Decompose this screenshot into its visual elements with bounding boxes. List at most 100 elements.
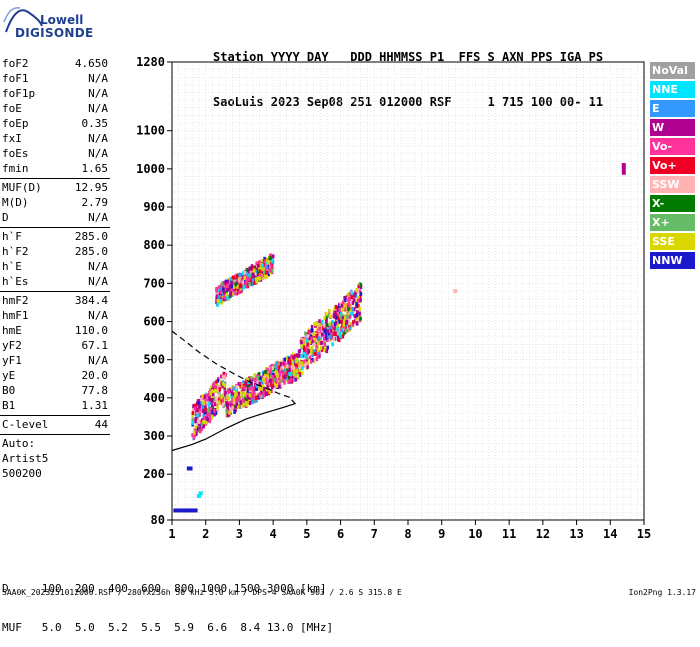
echo-point	[315, 344, 318, 349]
param-row-hme: hmE 110.0	[0, 323, 112, 338]
echo-point	[260, 259, 263, 264]
x-tick-label: 11	[502, 527, 516, 541]
echo-point	[282, 375, 285, 380]
echo-point	[223, 383, 227, 388]
legend-nne: NNE	[650, 81, 695, 98]
param-value: 12.95	[74, 181, 108, 194]
echo-point	[267, 259, 271, 264]
x-tick-label: 10	[468, 527, 482, 541]
echo-point	[298, 364, 302, 369]
echo-point	[315, 342, 318, 347]
echo-point	[357, 298, 360, 303]
echo-point	[352, 298, 356, 303]
echo-point	[341, 315, 344, 320]
echo-point	[289, 369, 293, 374]
echo-point	[339, 327, 342, 332]
echo-point	[222, 371, 226, 376]
echo-point	[214, 385, 218, 390]
echo-point	[295, 368, 299, 373]
echo-point	[191, 433, 194, 438]
isolated-echo-point	[621, 163, 626, 168]
echo-point	[207, 404, 211, 409]
echo-point	[281, 357, 285, 362]
param-label: foE	[2, 102, 22, 115]
echo-point	[245, 277, 248, 282]
echo-point	[337, 333, 340, 338]
isolated-echo-point	[190, 508, 195, 513]
echo-point	[200, 403, 203, 408]
x-tick-label: 7	[371, 527, 378, 541]
param-value: 44	[94, 418, 108, 431]
echo-point	[234, 284, 237, 289]
echo-point	[298, 371, 301, 376]
echo-point	[309, 359, 313, 364]
echo-point	[202, 414, 205, 419]
param-value: N/A	[88, 260, 108, 273]
echo-point	[235, 384, 239, 389]
echo-point	[239, 283, 243, 288]
echo-point	[246, 389, 250, 394]
echo-point	[265, 377, 268, 382]
echo-point	[275, 365, 278, 370]
echo-point	[256, 269, 260, 274]
echo-point	[341, 334, 345, 339]
echo-point	[338, 319, 341, 324]
x-tick-label: 8	[404, 527, 411, 541]
param-value: 1.31	[81, 399, 109, 412]
legend-x: X+	[650, 214, 695, 231]
echo-point	[285, 364, 289, 369]
echo-point	[234, 391, 238, 396]
echo-point	[258, 392, 262, 397]
x-tick-label: 3	[236, 527, 243, 541]
echo-point	[233, 399, 236, 404]
echo-point	[238, 281, 241, 286]
echo-point	[336, 313, 340, 318]
echo-point	[216, 389, 219, 394]
echo-point	[292, 355, 295, 360]
echo-point	[260, 388, 263, 393]
echo-point	[258, 376, 262, 381]
echo-point	[280, 379, 283, 384]
param-value: 1.65	[81, 162, 109, 175]
echo-point	[273, 363, 277, 368]
echo-point	[231, 288, 235, 293]
echo-point	[323, 329, 327, 334]
echo-point	[217, 285, 221, 290]
echo-point	[316, 354, 320, 359]
echo-point	[238, 287, 242, 292]
echo-point	[353, 293, 356, 298]
logo-wave-icon	[3, 7, 43, 33]
echo-point	[291, 363, 295, 368]
echo-point	[243, 270, 247, 275]
echo-point	[219, 299, 223, 304]
logo-digisonde: DIGISONDE	[15, 26, 94, 40]
echo-point	[220, 395, 224, 400]
echo-point	[227, 284, 231, 289]
isolated-echo-point	[621, 170, 626, 175]
echo-point	[323, 323, 326, 328]
echo-point	[211, 383, 215, 388]
echo-point	[218, 387, 221, 392]
echo-point	[305, 357, 309, 362]
param-value: N/A	[88, 354, 108, 367]
echo-point	[333, 310, 337, 315]
param-value: 67.1	[81, 339, 109, 352]
echo-point	[206, 417, 209, 422]
isolated-echo-point	[186, 508, 191, 513]
isolated-echo-point	[180, 508, 185, 513]
echo-point	[295, 371, 298, 376]
echo-point	[288, 358, 291, 363]
echo-point	[359, 285, 363, 290]
echo-point	[253, 396, 256, 401]
true-height-profile-line	[171, 330, 294, 400]
echo-point	[256, 276, 260, 281]
echo-point	[279, 362, 283, 367]
echo-point	[328, 314, 332, 319]
echo-point	[238, 404, 242, 409]
param-row-hf2: h`F2 285.0	[0, 244, 112, 259]
echo-point	[322, 335, 326, 340]
echo-point	[271, 380, 275, 385]
echo-point	[268, 256, 272, 261]
echo-point	[317, 350, 320, 355]
echo-point	[245, 400, 248, 405]
